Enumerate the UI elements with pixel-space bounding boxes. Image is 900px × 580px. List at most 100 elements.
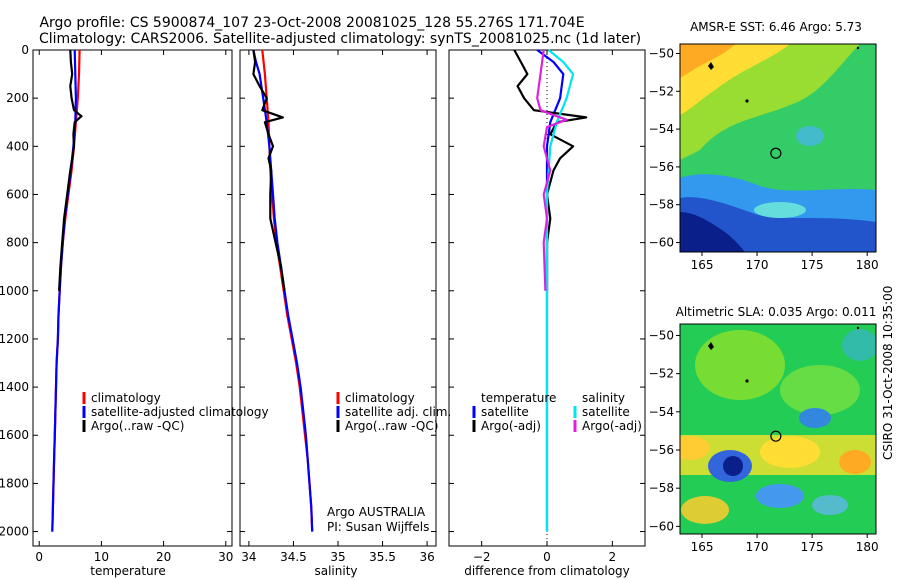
y-tick-label: 600 <box>6 187 29 201</box>
sst-cool-streak <box>754 202 806 218</box>
argo-position-marker <box>770 147 782 159</box>
x-tick-label: −2 <box>473 550 491 564</box>
sla-low-core <box>723 456 743 476</box>
x-tick-label: 2 <box>609 550 617 564</box>
map-y-tick-label: −52 <box>649 367 674 381</box>
legend-label-argo: Argo(..raw -QC) <box>91 419 184 433</box>
series-line-climatology <box>261 49 314 532</box>
sla-low-area-5 <box>812 495 848 515</box>
temperature-panel-frame <box>32 49 233 547</box>
series-line-salinity-satellite <box>545 49 575 532</box>
map-x-tick-label: 180 <box>856 258 879 272</box>
island-marker <box>708 62 714 70</box>
map-y-tick-label: −54 <box>649 405 674 419</box>
map-x-tick-label: 175 <box>801 540 824 554</box>
legend-title-salinity: salinity <box>582 391 625 405</box>
y-tick-label: 1800 <box>0 476 29 490</box>
x-tick-label: 36 <box>419 550 434 564</box>
sst-map-axes: 165 170 175 180 −50 −52 −54 −56 −58 −60 <box>649 43 879 272</box>
map-y-tick-label: −54 <box>649 122 674 136</box>
y-tick-label: 200 <box>6 91 29 105</box>
y-tick-label: 1400 <box>0 380 29 394</box>
difference-panel: difference from climatology −2 0 2 <box>448 49 646 578</box>
series-line-satellite-adjusted-climatology <box>51 49 77 532</box>
difference-xlabel: difference from climatology <box>464 564 630 578</box>
map-y-tick-label: −60 <box>649 519 674 533</box>
sst-map-field <box>680 44 876 252</box>
map-y-tick-label: −58 <box>649 198 674 212</box>
map-x-tick-label: 170 <box>746 540 769 554</box>
x-tick-label: 34 <box>241 550 256 564</box>
x-tick-label: 10 <box>94 550 109 564</box>
map-x-tick-label: 170 <box>746 258 769 272</box>
map-y-tick-label: −56 <box>649 160 674 174</box>
map-y-tick-label: −56 <box>649 443 674 457</box>
difference-legend: temperature satellite Argo(-adj) salinit… <box>472 391 642 433</box>
island-marker <box>856 326 860 330</box>
y-tick-label: 800 <box>6 236 29 250</box>
sst-hot-patch <box>680 44 735 78</box>
sla-high-peak-2 <box>839 450 871 474</box>
credit-line2: PI: Susan Wijffels <box>327 520 429 534</box>
legend-label-satellite: satellite-adjusted climatology <box>91 405 269 419</box>
map-y-tick-label: −60 <box>649 236 674 250</box>
map-x-tick-label: 165 <box>691 258 714 272</box>
legend-title-temperature: temperature <box>481 391 556 405</box>
y-tick-label: 0 <box>21 43 29 57</box>
sst-coldest-patch <box>680 212 745 252</box>
legend-label-argo: Argo(..raw -QC) <box>345 419 438 433</box>
y-tick-label: 1200 <box>0 332 29 346</box>
temperature-panel: temperature 0 10 20 30 0 200 400 600 800 1000 1200… <box>0 43 233 578</box>
legend-label-sal-satellite: satellite <box>582 405 630 419</box>
island-marker <box>745 99 749 103</box>
salinity-legend: climatology satellite adj. clim. Argo(..… <box>336 391 451 433</box>
legend-label-climatology: climatology <box>91 391 161 405</box>
sla-high-peak-1 <box>760 436 820 468</box>
legend-label-climatology: climatology <box>345 391 415 405</box>
sst-map-title: AMSR-E SST: 6.46 Argo: 5.73 <box>690 20 862 34</box>
sst-cool-eddy <box>796 126 824 146</box>
credit-line1: Argo AUSTRALIA <box>327 505 426 519</box>
sla-low-area-2 <box>799 408 831 428</box>
side-credit-label: CSIRO 31-Oct-2008 10:35:00 <box>881 286 895 460</box>
series-line-temperature-argo-adj- <box>513 49 588 291</box>
y-tick-label: 2000 <box>0 525 29 539</box>
sla-map-field <box>680 324 876 534</box>
sla-low-area-1 <box>842 329 876 361</box>
series-line-argo-raw-qc- <box>58 49 83 291</box>
x-tick-label: 30 <box>218 550 233 564</box>
salinity-panel: salinity Argo AUSTRALIA PI: Susan Wijffe… <box>239 49 437 578</box>
map-x-tick-label: 180 <box>856 540 879 554</box>
sla-high-area-2 <box>780 365 860 415</box>
figure-title-line2: Climatology: CARS2006. Satellite-adjuste… <box>39 31 641 47</box>
sst-map-frame <box>679 43 877 253</box>
legend-label-sal-argo: Argo(-adj) <box>582 419 642 433</box>
series-line-argo-raw-qc- <box>252 49 286 291</box>
map-y-tick-label: −58 <box>649 481 674 495</box>
x-tick-label: 35 <box>330 550 345 564</box>
y-tick-label: 1000 <box>0 284 29 298</box>
salinity-xlabel: salinity <box>314 564 357 578</box>
x-tick-label: 0 <box>35 550 43 564</box>
x-tick-label: 20 <box>156 550 171 564</box>
map-x-tick-label: 175 <box>801 258 824 272</box>
island-marker <box>745 379 749 383</box>
x-tick-label: 35.5 <box>369 550 396 564</box>
legend-label-temp-satellite: satellite <box>481 405 529 419</box>
sla-map-title: Altimetric SLA: 0.035 Argo: 0.011 <box>676 305 877 319</box>
y-tick-label: 1600 <box>0 428 29 442</box>
sla-high-area-1 <box>695 330 785 400</box>
x-tick-label: 0 <box>543 550 551 564</box>
argo-position-marker <box>770 430 782 442</box>
figure-title-line1: Argo profile: CS 5900874_107 23-Oct-2008… <box>39 15 584 31</box>
map-x-tick-label: 165 <box>691 540 714 554</box>
sla-high-peak-3 <box>680 436 710 460</box>
sla-map-axes: 165 170 175 180 −50 −52 −54 −56 −58 −60 <box>649 323 879 554</box>
sla-low-area-4 <box>756 484 804 508</box>
sla-map-frame <box>679 323 877 535</box>
legend-label-satellite: satellite adj. clim. <box>345 405 451 419</box>
island-marker <box>856 46 860 50</box>
sla-high-area-3 <box>681 496 729 524</box>
legend-label-temp-argo: Argo(-adj) <box>481 419 541 433</box>
island-marker <box>708 342 714 350</box>
